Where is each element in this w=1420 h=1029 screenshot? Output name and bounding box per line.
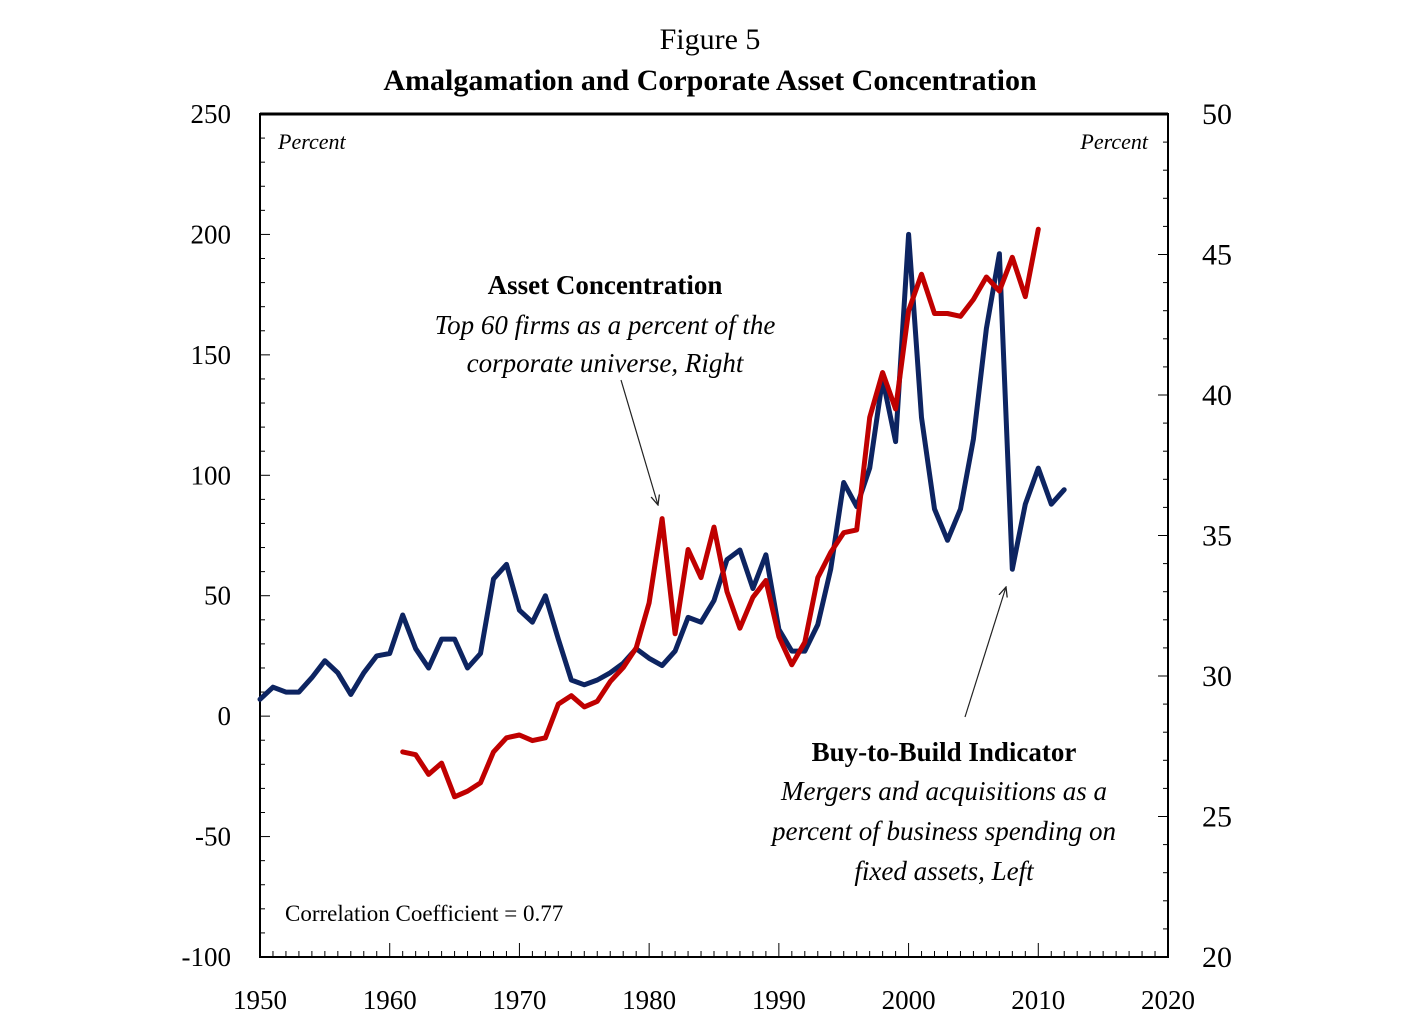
buy-annotation-line1: Mergers and acquisitions as a [780, 776, 1107, 806]
x-tick-label: 2010 [1011, 985, 1065, 1015]
right-tick-label: 20 [1202, 941, 1232, 974]
right-tick-label: 45 [1202, 239, 1232, 272]
buy-to-build-line [257, 231, 1067, 702]
buy-annotation-line3: fixed assets, Left [854, 856, 1035, 886]
asset-annotation-arrow [620, 379, 658, 505]
axis-ticks [259, 113, 1169, 958]
x-tick-label: 1970 [492, 985, 546, 1015]
x-tick-label: 1960 [363, 985, 417, 1015]
buy-annotation-line2: percent of business spending on [770, 816, 1116, 846]
asset-concentration-line [400, 226, 1041, 800]
x-tick-label: 2020 [1141, 985, 1195, 1015]
right-tick-label: 50 [1202, 98, 1232, 131]
series-layer [257, 226, 1067, 800]
x-tick-label: 2000 [882, 985, 936, 1015]
left-tick-label: -100 [182, 942, 232, 972]
left-axis-tick-labels: 250 200 150 100 50 0 -50 -100 [182, 99, 232, 972]
x-tick-label: 1950 [233, 985, 287, 1015]
right-tick-label: 35 [1202, 520, 1232, 553]
asset-annotation-title: Asset Concentration [488, 270, 723, 300]
asset-annotation-line2: corporate universe, Right [467, 348, 745, 378]
left-tick-label: 150 [191, 340, 232, 370]
left-tick-label: 250 [191, 99, 232, 129]
buy-annotation-arrow [964, 587, 1006, 718]
buy-annotation-title: Buy-to-Build Indicator [812, 737, 1077, 767]
left-axis-unit: Percent [277, 129, 346, 154]
left-tick-label: 100 [191, 460, 232, 490]
left-tick-label: 0 [218, 701, 232, 731]
right-tick-label: 25 [1202, 801, 1232, 834]
asset-annotation-line1: Top 60 firms as a percent of the [435, 310, 776, 340]
left-tick-label: 200 [191, 219, 232, 249]
right-tick-label: 30 [1202, 660, 1232, 693]
figure-label: Figure 5 [660, 23, 761, 56]
x-axis-tick-labels: 1950 1960 1970 1980 1990 2000 2010 2020 [233, 985, 1195, 1015]
right-tick-label: 40 [1202, 379, 1232, 412]
right-axis-tick-labels: 50 45 40 35 30 25 20 [1202, 98, 1232, 974]
x-tick-label: 1990 [752, 985, 806, 1015]
chart-title: Amalgamation and Corporate Asset Concent… [383, 64, 1037, 97]
x-tick-label: 1980 [622, 985, 676, 1015]
left-tick-label: 50 [204, 581, 231, 611]
correlation-label: Correlation Coefficient = 0.77 [285, 901, 563, 926]
right-axis-unit: Percent [1079, 129, 1148, 154]
left-tick-label: -50 [195, 822, 231, 852]
